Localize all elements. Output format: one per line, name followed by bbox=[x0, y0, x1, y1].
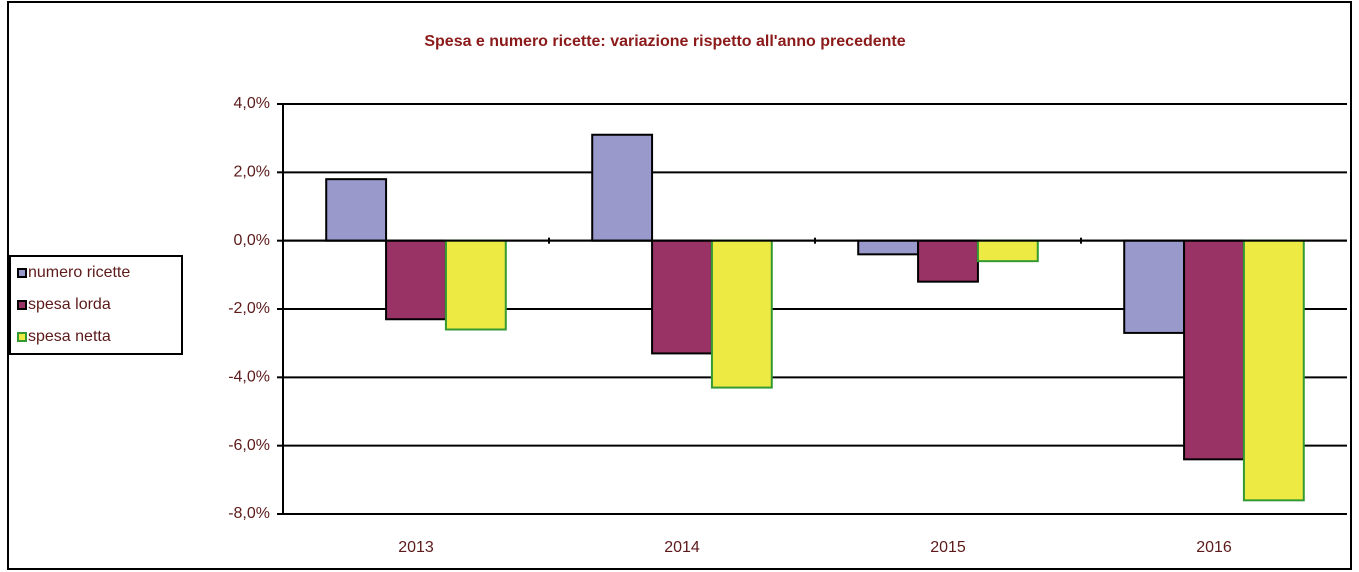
x-tick-label: 2013 bbox=[398, 539, 434, 556]
y-tick-label: -2,0% bbox=[228, 300, 270, 317]
bar bbox=[651, 239, 713, 355]
bar bbox=[444, 239, 507, 331]
bar bbox=[385, 239, 447, 321]
legend-label: spesa lorda bbox=[28, 296, 111, 313]
legend-swatch bbox=[17, 268, 27, 278]
legend-label: numero ricette bbox=[28, 264, 130, 281]
y-tick-label: 4,0% bbox=[234, 95, 270, 112]
bar bbox=[591, 133, 654, 242]
bar bbox=[976, 239, 1039, 263]
bar bbox=[1123, 239, 1186, 334]
legend-swatch bbox=[17, 300, 27, 310]
x-tick-label: 2016 bbox=[1196, 539, 1232, 556]
y-tick-label: 0,0% bbox=[234, 232, 270, 249]
x-tick-label: 2014 bbox=[664, 539, 700, 556]
bar bbox=[1183, 239, 1245, 461]
bar bbox=[1242, 239, 1305, 502]
bar bbox=[710, 239, 773, 389]
chart-title: Spesa e numero ricette: variazione rispe… bbox=[424, 33, 905, 50]
legend-swatch bbox=[17, 332, 27, 342]
x-tick-label: 2015 bbox=[930, 539, 966, 556]
y-tick-label: -6,0% bbox=[228, 437, 270, 454]
bar bbox=[917, 239, 979, 283]
y-tick-label: -8,0% bbox=[228, 505, 270, 522]
legend-box bbox=[9, 255, 183, 355]
bar bbox=[857, 239, 920, 256]
y-tick-label: -4,0% bbox=[228, 369, 270, 386]
legend-label: spesa netta bbox=[28, 328, 111, 345]
y-tick-label: 2,0% bbox=[234, 164, 270, 181]
bar bbox=[325, 178, 388, 242]
